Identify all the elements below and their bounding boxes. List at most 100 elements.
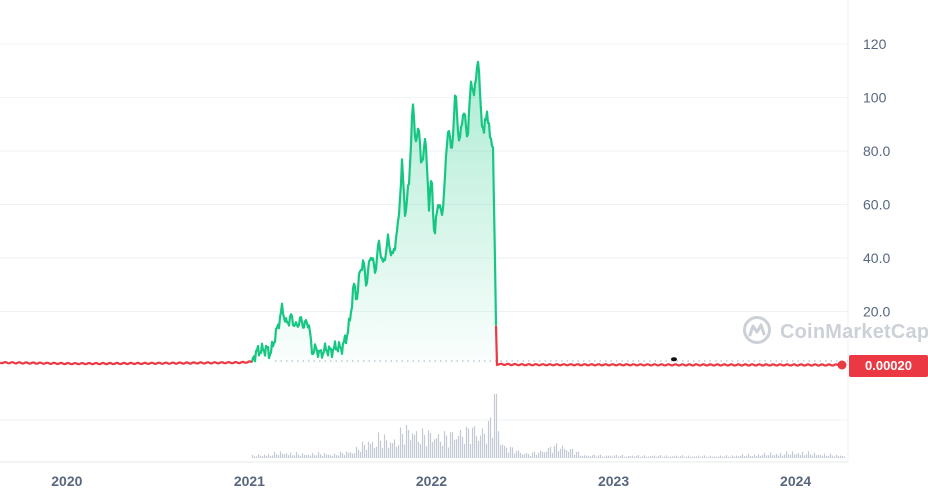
volume-bar [663,456,666,458]
volume-bar [267,453,270,458]
volume-bar [451,431,454,458]
volume-bar [393,439,396,458]
current-price-dot[interactable] [837,360,847,370]
volume-bar [817,454,820,458]
volume-bar [457,435,460,458]
volume-bar [427,430,430,458]
volume-bar [723,456,726,458]
volume-bar [827,455,830,458]
volume-bar [545,451,548,458]
volume-bar [831,455,834,458]
volume-bar [775,453,778,458]
y-tick-label: 40.0 [863,250,890,266]
volume-bar [425,446,428,458]
volume-bar [591,455,594,458]
volume-bar [657,455,660,458]
volume-bar [473,426,476,458]
volume-bar [811,455,814,458]
volume-bar [761,455,764,458]
volume-bar [277,455,280,458]
volume-bar [509,446,512,458]
volume-bar [517,450,520,458]
volume-bar [327,454,330,458]
volume-bar [289,452,292,458]
volume-bar [823,453,826,458]
volume-bar [675,455,678,458]
volume-bar [731,455,734,458]
volume-bar [821,455,824,458]
marker-dot [671,357,677,362]
volume-bar [653,455,656,458]
volume-bar [733,456,736,458]
volume-bar [323,453,326,458]
volume-bar [605,455,608,458]
volume-bar [597,455,600,458]
y-tick-label: 80.0 [863,143,890,159]
x-tick-label: 2023 [598,473,629,489]
volume-bar [511,447,514,458]
volume-bar [773,455,776,458]
volume-bar [305,455,308,458]
volume-bar [439,441,442,458]
volume-bar [747,453,750,458]
y-tick-label: 60.0 [863,197,890,213]
volume-bar [477,440,480,458]
volume-bar [413,434,416,458]
price-line-down-after [494,325,843,367]
volume-bar [253,456,256,458]
x-tick-label: 2021 [234,473,265,489]
volume-bar [541,451,544,458]
volume-bar [629,456,632,458]
volume-bar [441,445,444,458]
volume-bar [373,447,376,458]
volume-bar [491,437,494,458]
volume-bar [329,455,332,458]
x-tick-label: 2020 [51,473,82,489]
volume-bar [379,440,382,458]
volume-bar [767,455,770,458]
volume-bar [401,433,404,458]
volume-bar [621,454,624,458]
volume-bar [669,456,672,458]
volume-bar [589,456,592,458]
volume-bar [603,456,606,458]
volume-bar [465,426,468,458]
volume-bar [335,455,338,458]
volume-bar [463,444,466,458]
volume-bar [791,451,794,458]
volume-bar [735,455,738,458]
volume-bar [317,451,320,458]
volume-bar [643,455,646,458]
volume-bar [319,454,322,458]
price-area-fill [252,61,496,364]
volume-bar [399,427,402,458]
volume-bar [637,455,640,458]
volume-bar [449,432,452,458]
volume-bar [273,451,276,458]
x-axis: 2020 2021 2022 2023 2024 [51,473,811,489]
volume-bar [649,456,652,458]
volume-bar [487,420,490,458]
volume-bar [301,453,304,458]
volume-bar [697,455,700,458]
volume-bar [699,456,702,458]
volume-bar [307,454,310,458]
price-lines [0,60,847,370]
volume-bar [405,424,408,458]
volume-bar [683,456,686,458]
y-tick-label: 120 [863,36,887,52]
volume-bar [265,455,268,458]
volume-bar [325,454,328,458]
volume-bar [293,455,296,458]
volume-bar [411,433,414,458]
volume-bar [803,455,806,458]
volume-bar [471,427,474,458]
volume-bar [577,451,580,458]
chart-grid [0,0,849,463]
volume-bar [377,432,380,458]
volume-bar [633,456,636,458]
volume-bar [573,454,576,458]
volume-bar [839,455,842,458]
volume-bar [391,443,394,458]
